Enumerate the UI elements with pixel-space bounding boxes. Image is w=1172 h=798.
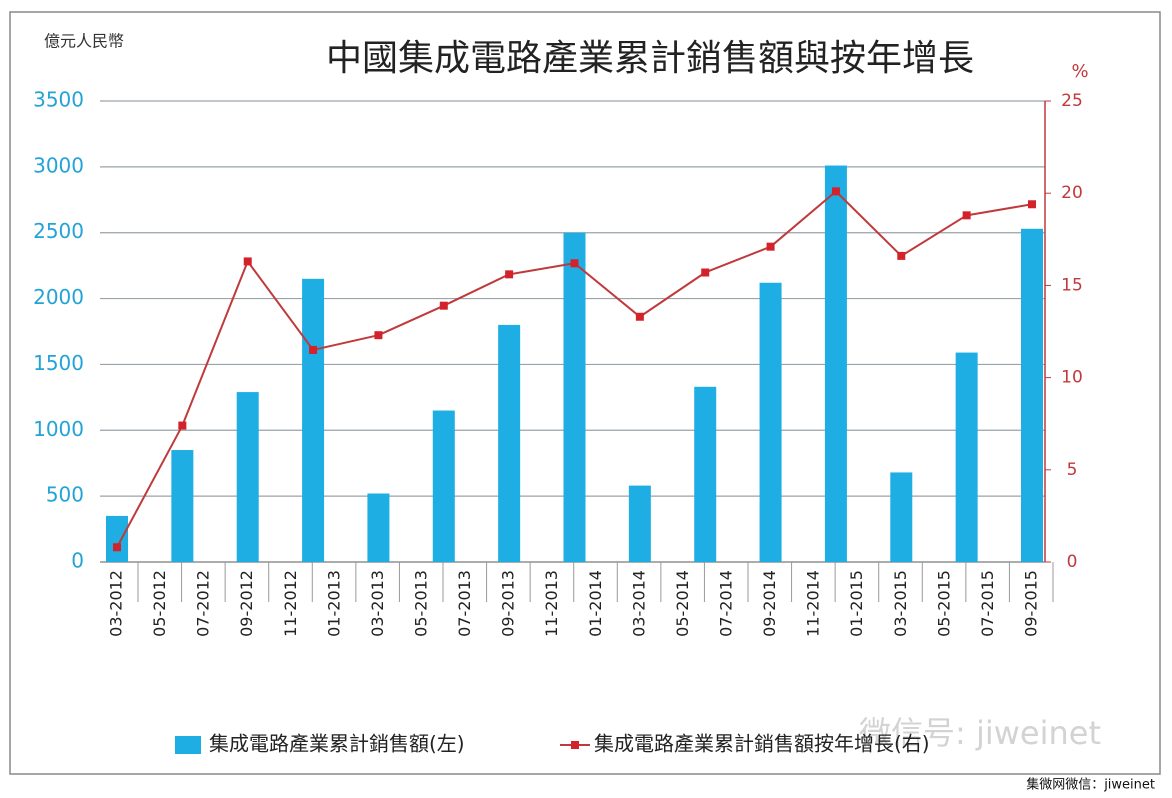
y2-axis-label: % xyxy=(1071,61,1088,82)
legend-swatch xyxy=(571,741,579,749)
x-tick-label: 09-2012 xyxy=(237,570,256,637)
line-marker xyxy=(243,257,252,266)
y2-tick-label: 15 xyxy=(1061,275,1083,295)
x-tick-label: 05-2015 xyxy=(934,570,953,637)
bar xyxy=(563,232,586,562)
bar xyxy=(955,352,978,562)
y-tick-label: 2000 xyxy=(33,285,84,309)
x-tick-label: 03-2012 xyxy=(107,570,126,637)
bar xyxy=(171,450,194,562)
line-segment xyxy=(443,273,510,307)
watermark: 微信号: jiweinet xyxy=(859,714,1101,752)
y-axis-label: 億元人民幣 xyxy=(44,32,124,51)
line-marker xyxy=(178,421,187,430)
line-marker xyxy=(701,268,710,277)
bar xyxy=(890,472,913,562)
bar xyxy=(1021,228,1043,562)
line-segment xyxy=(246,260,314,351)
x-tick-label: 09-2015 xyxy=(1022,570,1041,637)
y-tick-label: 1500 xyxy=(33,351,84,375)
line-segment xyxy=(966,203,1033,217)
bar xyxy=(367,493,390,562)
x-tick-label: 03-2014 xyxy=(629,570,648,637)
line-segment xyxy=(704,245,771,274)
bar xyxy=(106,515,128,562)
line-segment xyxy=(508,262,575,276)
line-marker xyxy=(831,187,840,196)
chart-title: 中國集成電路產業累計銷售額與按年增長 xyxy=(326,38,974,79)
line-marker xyxy=(113,543,121,552)
line-segment xyxy=(181,261,249,426)
line-segment xyxy=(769,190,837,248)
line-segment xyxy=(312,334,379,351)
line-marker xyxy=(570,259,579,268)
bar xyxy=(236,392,259,562)
legend-label: 集成電路產業累計銷售額(左) xyxy=(209,732,465,756)
line-marker xyxy=(766,242,775,251)
x-tick-label: 03-2013 xyxy=(368,570,387,637)
x-tick-label: 07-2013 xyxy=(455,570,474,637)
x-tick-label: 01-2013 xyxy=(324,570,343,637)
y2-tick-label: 20 xyxy=(1061,183,1083,203)
y2-tick-label: 10 xyxy=(1061,368,1083,388)
line-marker xyxy=(1028,200,1036,209)
line-segment xyxy=(116,425,184,548)
x-tick-label: 05-2014 xyxy=(673,570,692,637)
bar xyxy=(824,165,847,563)
y-tick-label: 3500 xyxy=(33,88,84,112)
y-tick-label: 500 xyxy=(46,483,84,507)
line-segment xyxy=(835,190,902,257)
line-marker xyxy=(374,331,383,340)
line-marker xyxy=(309,345,318,354)
x-tick-label: 07-2014 xyxy=(717,570,736,637)
y2-tick-label: 25 xyxy=(1061,91,1083,111)
line-marker xyxy=(635,312,644,321)
legend-swatch xyxy=(175,736,201,754)
line-segment xyxy=(639,271,706,318)
bar xyxy=(759,282,782,562)
bar xyxy=(432,410,455,562)
bar xyxy=(302,278,325,562)
y2-tick-label: 5 xyxy=(1067,460,1078,480)
x-tick-label: 01-2015 xyxy=(847,570,866,637)
y-tick-label: 0 xyxy=(71,549,84,573)
bar xyxy=(628,485,651,562)
x-tick-label: 07-2015 xyxy=(978,570,997,637)
line-marker xyxy=(962,211,971,220)
x-tick-label: 05-2013 xyxy=(412,570,431,637)
source: 集微网微信：jiweinet xyxy=(1026,777,1155,793)
bar xyxy=(498,324,521,562)
bar xyxy=(694,386,717,562)
x-tick-label: 11-2012 xyxy=(281,570,300,637)
line-marker xyxy=(505,270,514,279)
line-segment xyxy=(378,304,445,337)
y-tick-label: 3000 xyxy=(33,153,84,177)
line-marker xyxy=(439,301,448,310)
x-tick-label: 07-2012 xyxy=(194,570,213,637)
x-tick-label: 11-2014 xyxy=(804,570,823,637)
x-tick-label: 09-2013 xyxy=(499,570,518,637)
x-tick-label: 11-2013 xyxy=(542,570,561,637)
x-tick-label: 05-2012 xyxy=(150,570,169,637)
line-segment xyxy=(573,262,641,318)
line-marker xyxy=(897,251,906,260)
x-tick-label: 09-2014 xyxy=(760,570,779,637)
line-segment xyxy=(900,214,968,257)
y-tick-label: 1000 xyxy=(33,417,84,441)
y-tick-label: 2500 xyxy=(33,219,84,243)
x-tick-label: 03-2015 xyxy=(891,570,910,637)
y2-tick-label: 0 xyxy=(1067,552,1078,572)
legend-label: 集成電路產業累計銷售額按年增長(右) xyxy=(594,732,930,756)
x-tick-label: 01-2014 xyxy=(586,570,605,637)
